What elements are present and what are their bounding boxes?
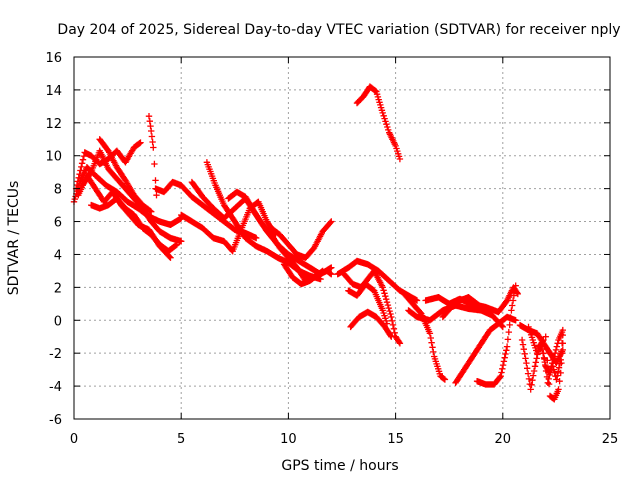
x-tick-label: 0 (70, 432, 78, 447)
data-point-markers (152, 178, 260, 242)
series-sat-p (353, 83, 404, 163)
axis-ticks (73, 56, 611, 420)
series-sat-i (188, 178, 335, 278)
series-sat-m (268, 218, 335, 261)
x-tick-label: 10 (280, 432, 297, 447)
y-tick-label: 0 (54, 314, 62, 329)
x-tick-label: 25 (602, 432, 619, 447)
plot-frame (73, 56, 611, 420)
y-tick-label: -6 (49, 413, 62, 428)
data-point-markers (88, 195, 181, 255)
x-tick-label: 5 (177, 432, 185, 447)
data-point-markers (401, 290, 449, 383)
series-sat-r (345, 280, 391, 327)
x-axis-label: GPS time / hours (281, 458, 398, 474)
data-point-markers (473, 282, 519, 388)
data-point-markers (347, 308, 395, 340)
data-series (70, 83, 566, 403)
data-point-markers (280, 261, 335, 288)
x-tick-label: 15 (387, 432, 404, 447)
series-sat-g (145, 113, 160, 199)
y-tick-label: 2 (54, 281, 62, 296)
series-sat-h (152, 178, 260, 242)
grid-lines (74, 57, 610, 419)
y-tick-label: 12 (45, 117, 62, 132)
data-point-markers (268, 218, 335, 261)
chart-title: Day 204 of 2025, Sidereal Day-to-day VTE… (57, 22, 620, 38)
data-point-markers (188, 178, 335, 278)
series-sat-n (280, 261, 335, 288)
x-tick-labels: 0 5 10 15 20 25 (70, 432, 618, 447)
series-sat-w (439, 294, 489, 321)
data-point-markers (340, 267, 404, 347)
x-tick-label: 20 (495, 432, 512, 447)
data-point-markers (96, 136, 155, 215)
y-tick-label: -2 (49, 347, 62, 362)
series-sat-f (96, 136, 155, 215)
data-point-markers (439, 294, 489, 321)
y-tick-label: 8 (54, 183, 62, 198)
y-tick-label: 6 (54, 216, 62, 231)
series-sat-k (178, 198, 279, 255)
data-point-markers (145, 113, 160, 199)
series-sat-e (88, 195, 181, 255)
data-point-markers (540, 331, 566, 386)
y-tick-label: 10 (45, 150, 62, 165)
series-sat-s (347, 308, 395, 340)
data-point-markers (345, 280, 391, 327)
y-axis-label: SDTVAR / TECUs (6, 181, 22, 296)
data-point-markers (353, 83, 404, 163)
y-tick-label: -4 (49, 380, 62, 395)
y-tick-labels: -6 -4 -2 0 2 4 6 8 10 12 14 16 (45, 51, 62, 428)
series-sat-ad (540, 331, 566, 386)
y-tick-label: 14 (45, 84, 62, 99)
y-tick-label: 16 (45, 51, 62, 66)
series-sat-y (473, 282, 519, 388)
series-sat-q (340, 267, 404, 347)
data-point-markers (178, 198, 279, 255)
series-sat-t (401, 290, 449, 383)
y-tick-label: 4 (54, 248, 62, 263)
